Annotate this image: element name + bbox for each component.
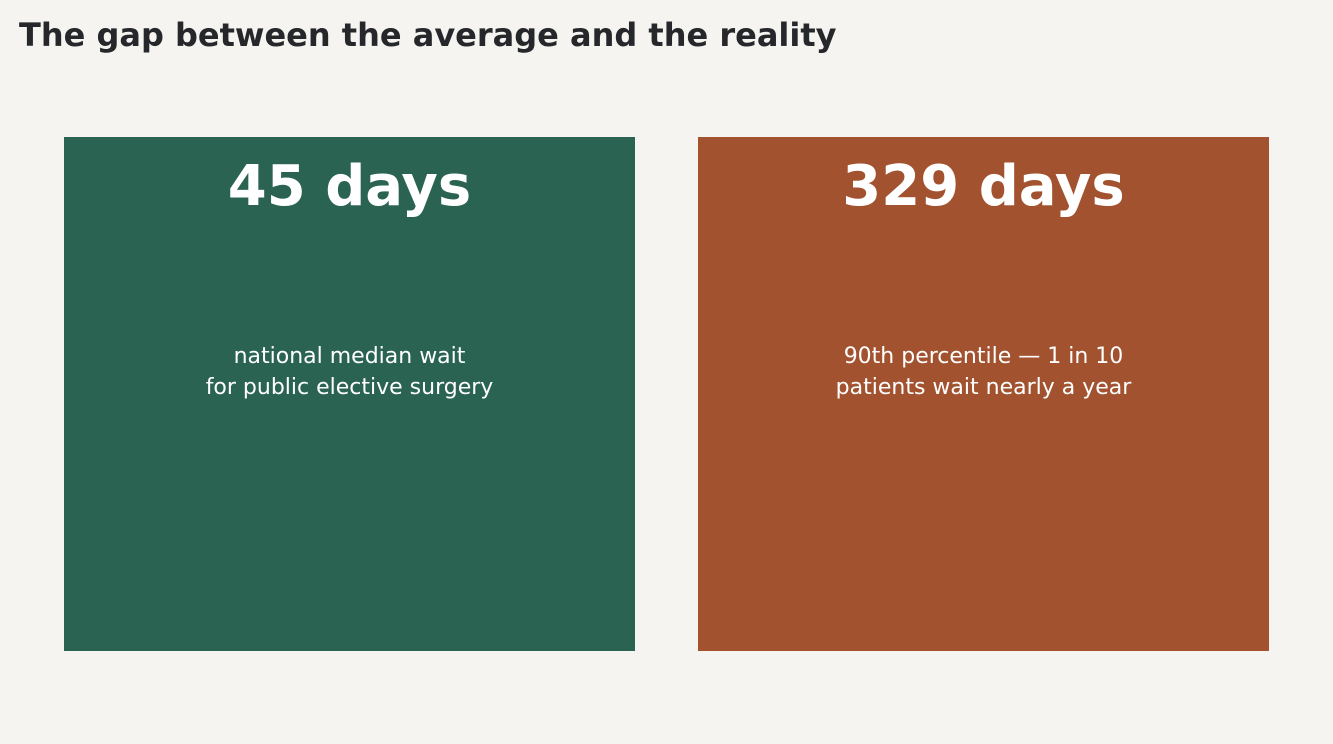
- median-wait-card: 45 days national median wait for public …: [64, 137, 635, 651]
- page-title: The gap between the average and the real…: [19, 16, 837, 54]
- percentile-wait-description-line: patients wait nearly a year: [835, 375, 1132, 400]
- median-wait-description-line: national median wait: [233, 344, 466, 369]
- median-wait-value: 45 days: [227, 154, 472, 219]
- percentile-wait-description: 90th percentile — 1 in 10 patients wait …: [698, 341, 1269, 403]
- percentile-wait-card: 329 days 90th percentile — 1 in 10 patie…: [698, 137, 1269, 651]
- median-wait-description: national median wait for public elective…: [64, 341, 635, 403]
- percentile-wait-value: 329 days: [842, 154, 1125, 219]
- percentile-wait-description-line: 90th percentile — 1 in 10: [843, 344, 1124, 369]
- median-wait-description-line: for public elective surgery: [205, 375, 494, 400]
